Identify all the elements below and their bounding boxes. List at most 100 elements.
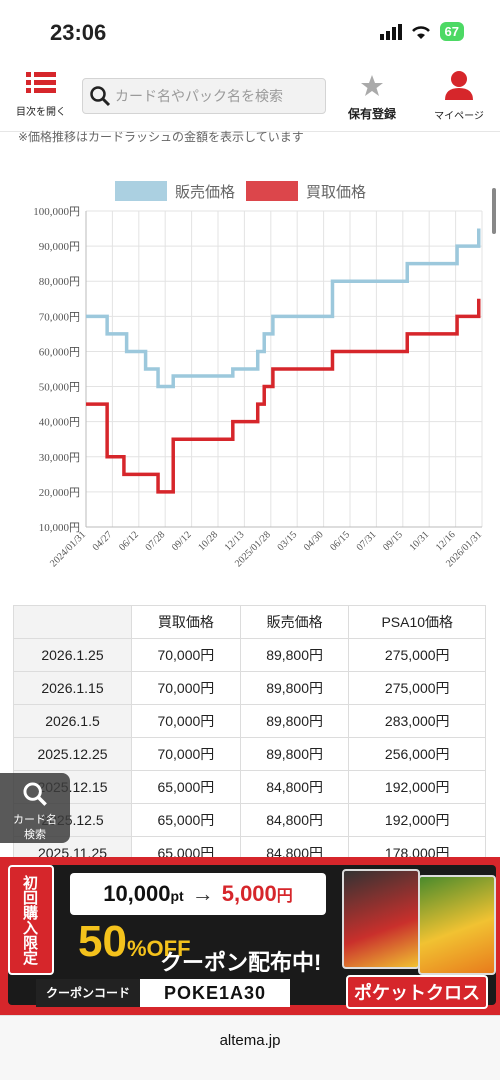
row-buy-price: 70,000円 <box>131 671 241 705</box>
search-icon <box>23 782 47 806</box>
ad-banner[interactable]: 初回購入限定 10,000pt → 5,000円 50%OFF クーポン配布中!… <box>0 857 500 1015</box>
y-tick-label: 90,000円 <box>39 241 80 253</box>
signal-icon <box>379 23 402 40</box>
legend-swatch <box>246 181 298 201</box>
card-image-1 <box>342 869 420 969</box>
site-header: 目次を開く 保有登録 マイページ <box>0 62 500 132</box>
clock: 23:06 <box>50 20 107 45</box>
discount-number: 50 <box>78 917 127 966</box>
x-tick-label: 2024/01/31 <box>48 529 88 569</box>
favorites-label: 保有登録 <box>347 107 396 121</box>
x-tick-label: 03/15 <box>275 529 299 553</box>
row-date: 2025.12.25 <box>13 737 132 771</box>
first-purchase-badge: 初回購入限定 <box>8 865 54 975</box>
x-tick-label: 07/31 <box>355 529 379 553</box>
table-row: 2026.1.25 70,000円 89,800円 275,000円 <box>13 638 486 672</box>
row-buy-price: 70,000円 <box>131 638 241 672</box>
table-header-psa10: PSA10価格 <box>348 605 486 639</box>
search-input[interactable] <box>115 79 320 113</box>
row-psa10-price: 275,000円 <box>348 638 486 672</box>
row-buy-price: 70,000円 <box>131 737 241 771</box>
y-tick-label: 60,000円 <box>39 346 80 358</box>
floating-search-label-1: カード名 <box>13 814 57 826</box>
menu-label: 目次を開く <box>16 107 66 118</box>
table-header-sell: 販売価格 <box>239 605 350 639</box>
table-row: 2025.12.15 65,000円 84,800円 192,000円 <box>13 770 486 804</box>
row-sell-price: 89,800円 <box>239 704 350 738</box>
table-header-buy: 買取価格 <box>131 605 241 639</box>
x-tick-label: 06/15 <box>328 529 352 553</box>
table-header-corner <box>13 605 132 639</box>
status-icons: 67 <box>379 22 464 41</box>
x-tick-label: 06/12 <box>117 529 141 553</box>
x-tick-label: 04/27 <box>91 529 115 553</box>
y-tick-label: 20,000円 <box>39 487 80 499</box>
browser-url-bar[interactable]: altema.jp <box>0 1015 500 1080</box>
row-sell-price: 89,800円 <box>239 638 350 672</box>
row-psa10-price: 275,000円 <box>348 671 486 705</box>
series-line-buy <box>86 298 481 494</box>
discount-suffix: %OFF <box>126 936 191 961</box>
menu-button[interactable]: 目次を開く <box>12 72 70 118</box>
row-buy-price: 65,000円 <box>131 803 241 837</box>
list-icon <box>26 72 56 93</box>
table-header-row: 買取価格 販売価格 PSA10価格 <box>13 605 486 639</box>
row-psa10-price: 256,000円 <box>348 737 486 771</box>
x-tick-label: 12/13 <box>223 529 247 553</box>
y-tick-label: 70,000円 <box>39 311 80 323</box>
floating-search-label-2: 検索 <box>24 829 46 841</box>
x-tick-label: 10/31 <box>407 529 431 553</box>
legend-label: 販売価格 <box>175 184 235 201</box>
row-sell-price: 84,800円 <box>239 770 350 804</box>
row-buy-price: 65,000円 <box>131 770 241 804</box>
status-bar: 23:06 67 <box>0 0 500 62</box>
series-line-sell <box>86 228 481 389</box>
user-icon <box>445 71 473 100</box>
mypage-button[interactable]: マイページ <box>426 70 492 122</box>
price-history-chart: 10,000円 20,000円 30,000円 40,000円 50,000円 60,00… <box>33 181 484 569</box>
x-tick-label: 07/28 <box>143 529 167 553</box>
points-offer: 10,000pt → 5,000円 <box>70 873 326 915</box>
table-row: 2026.1.5 70,000円 89,800円 283,000円 <box>13 704 486 738</box>
floating-search-button[interactable]: カード名 検索 <box>0 773 70 843</box>
card-images <box>334 865 496 975</box>
row-sell-price: 89,800円 <box>239 671 350 705</box>
y-tick-label: 100,000円 <box>33 206 80 218</box>
y-tick-label: 40,000円 <box>39 417 80 429</box>
table-row: 2025.12.25 70,000円 89,800円 256,000円 <box>13 737 486 771</box>
discount-text: 50%OFF <box>78 917 191 974</box>
favorites-button[interactable]: 保有登録 <box>340 74 404 122</box>
scrollbar-thumb[interactable] <box>492 188 496 234</box>
coupon-code-value: POKE1A30 <box>140 979 291 1007</box>
wifi-icon <box>411 25 430 39</box>
row-date: 2026.1.5 <box>13 704 132 738</box>
y-tick-label: 50,000円 <box>39 382 80 394</box>
table-row: 2026.1.15 70,000円 89,800円 275,000円 <box>13 671 486 705</box>
x-tick-label: 04/30 <box>302 529 326 553</box>
row-psa10-price: 192,000円 <box>348 770 486 804</box>
legend-swatch <box>115 181 167 201</box>
coupon-text: クーポン配布中! <box>160 950 322 975</box>
y-tick-label: 30,000円 <box>39 452 80 464</box>
battery-indicator: 67 <box>439 22 464 41</box>
row-psa10-price: 283,000円 <box>348 704 486 738</box>
card-image-2 <box>418 875 496 975</box>
legend-label: 買取価格 <box>306 184 366 201</box>
url-text: altema.jp <box>219 1032 281 1049</box>
search-icon <box>90 86 111 107</box>
pocket-cross-logo: ポケットクロス <box>346 975 488 1009</box>
row-date: 2026.1.15 <box>13 671 132 705</box>
x-tick-label: 09/12 <box>170 529 194 553</box>
mypage-label: マイページ <box>434 111 484 122</box>
price-table: 買取価格 販売価格 PSA10価格 2026.1.25 70,000円 89,800… <box>13 605 486 870</box>
search-box[interactable] <box>82 78 326 114</box>
row-psa10-price: 192,000円 <box>348 803 486 837</box>
coupon-code-label: クーポンコード <box>36 979 141 1007</box>
points-new-unit: 円 <box>276 888 293 905</box>
row-sell-price: 84,800円 <box>239 803 350 837</box>
x-tick-label: 12/16 <box>434 529 458 553</box>
x-tick-label: 10/28 <box>196 529 220 553</box>
coupon-code: クーポンコード POKE1A30 <box>36 979 291 1007</box>
x-tick-label: 09/15 <box>381 529 405 553</box>
row-sell-price: 89,800円 <box>239 737 350 771</box>
